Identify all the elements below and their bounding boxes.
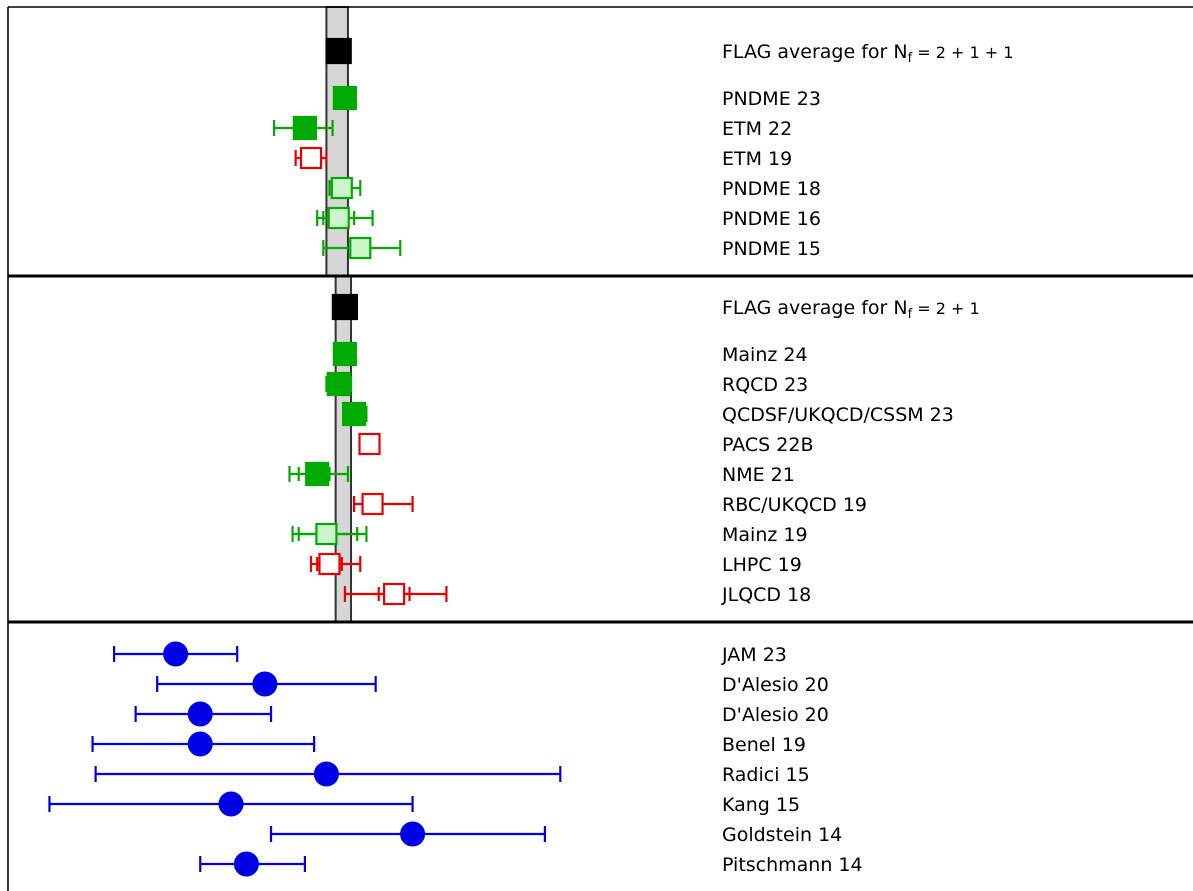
entry-label: Goldstein 14 — [722, 824, 842, 846]
data-point — [332, 341, 357, 367]
entry-label: PACS 22B — [722, 434, 813, 456]
entry-label: PNDME 16 — [722, 208, 821, 230]
entry-label: RQCD 23 — [722, 374, 808, 396]
entry-label: JLQCD 18 — [721, 584, 811, 606]
data-point — [327, 206, 350, 230]
data-point — [305, 461, 330, 487]
entry-label: Kang 15 — [722, 794, 800, 816]
data-point — [299, 146, 323, 170]
entry-label: Radici 15 — [722, 764, 810, 786]
entry-label: D'Alesio 20 — [722, 704, 829, 726]
entry-label: RBC/UKQCD 19 — [722, 494, 867, 516]
data-point — [349, 236, 372, 260]
data-point — [332, 85, 357, 111]
entry-label: LHPC 19 — [722, 554, 802, 576]
entry-label: Mainz 24 — [722, 344, 808, 366]
entry-label: Benel 19 — [722, 734, 806, 756]
data-point — [361, 492, 384, 516]
entry-label: PNDME 15 — [722, 238, 821, 260]
data-point — [292, 115, 317, 141]
data-point — [252, 671, 278, 697]
marks-layer — [48, 37, 562, 877]
entry-label: ETM 22 — [722, 118, 792, 140]
data-point — [383, 582, 406, 606]
entry-label: NME 21 — [722, 464, 795, 486]
data-point — [187, 701, 213, 727]
labels-layer: FLAG average for Nf = 2 + 1 + 1 PNDME 23 E… — [721, 41, 1013, 876]
entry-label: Mainz 19 — [722, 524, 808, 546]
data-point — [313, 761, 339, 787]
entry-label: D'Alesio 20 — [722, 674, 829, 696]
data-point — [326, 371, 351, 397]
data-point — [400, 821, 426, 847]
entry-label: PNDME 23 — [722, 88, 821, 110]
data-point — [315, 522, 338, 546]
data-point — [331, 293, 358, 321]
data-point — [318, 552, 341, 576]
entry-label: JAM 23 — [721, 644, 787, 666]
data-point — [325, 37, 352, 65]
entry-label: PNDME 18 — [722, 178, 821, 200]
data-point — [358, 432, 381, 456]
entry-label: Pitschmann 14 — [722, 854, 863, 876]
entry-label: FLAG average for Nf = 2 + 1 — [722, 297, 980, 322]
entry-label: QCDSF/UKQCD/CSSM 23 — [722, 404, 954, 426]
entry-label: FLAG average for Nf = 2 + 1 + 1 — [722, 41, 1013, 66]
data-point — [187, 731, 213, 757]
data-point — [163, 641, 189, 667]
data-point — [233, 851, 259, 877]
frame-layer — [7, 6, 1193, 891]
entry-label: ETM 19 — [722, 148, 792, 170]
data-point — [330, 176, 353, 200]
data-point — [342, 401, 367, 427]
data-point — [218, 791, 244, 817]
